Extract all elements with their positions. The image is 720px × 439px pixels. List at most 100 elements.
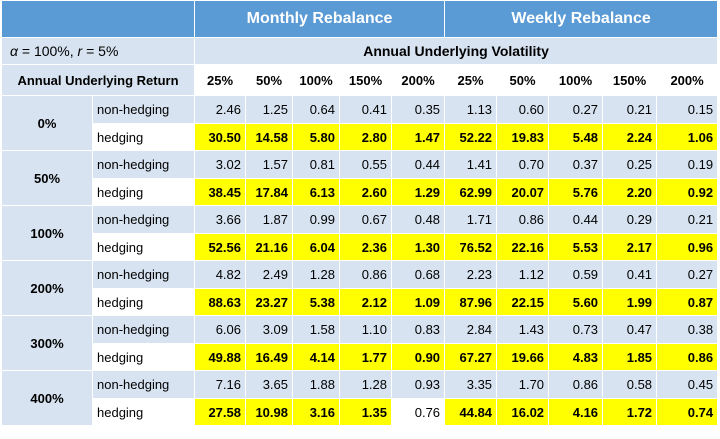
highlighted-cell: 67.27 (444, 343, 498, 371)
highlighted-cell: 38.45 (194, 178, 246, 206)
highlighted-cell: 76.52 (444, 233, 498, 261)
return-label: 50% (1, 150, 93, 206)
table-cell: 0.70 (496, 150, 550, 179)
row-type-label: non-hedging (92, 95, 195, 124)
highlighted-cell: 4.14 (292, 343, 340, 371)
highlighted-cell: 1.99 (602, 288, 658, 316)
table-cell: 3.65 (245, 370, 293, 399)
table-cell: 0.73 (548, 315, 604, 344)
table-row: hedging 38.45 17.84 6.13 2.60 1.29 62.99 20.07 5… (2, 178, 719, 206)
table-cell: 3.66 (194, 205, 246, 234)
highlighted-cell: 87.96 (444, 288, 498, 316)
highlighted-cell: 49.88 (194, 343, 246, 371)
highlighted-cell: 44.84 (444, 398, 498, 426)
vol-column-header: 25% (444, 64, 498, 96)
return-label: 300% (1, 315, 93, 371)
table-cell: 0.48 (390, 205, 446, 234)
highlighted-cell: 6.04 (292, 233, 340, 261)
table-cell: 7.16 (194, 370, 246, 399)
highlighted-cell: 2.17 (602, 233, 658, 261)
table-row: hedging 49.88 16.49 4.14 1.77 0.90 67.27 19.66 4… (2, 343, 719, 371)
highlighted-cell: 1.35 (339, 398, 392, 426)
highlighted-cell: 0.96 (656, 233, 719, 261)
highlighted-cell: 2.24 (602, 123, 658, 151)
highlighted-cell: 27.58 (194, 398, 246, 426)
highlighted-cell: 1.29 (390, 178, 446, 206)
monthly-rebalance-header: Monthly Rebalance (193, 0, 446, 38)
vol-column-header: 150% (339, 64, 392, 96)
table-row: 50% non-hedging 3.02 1.57 0.81 0.55 0.44 1.41 0.… (1, 150, 719, 206)
highlighted-cell: 62.99 (444, 178, 498, 206)
table-cell: 1.13 (444, 95, 498, 124)
vol-column-header: 200% (656, 64, 719, 96)
row-type-label: hedging (92, 178, 195, 206)
results-table: Monthly Rebalance Weekly Rebalance α = 1… (1, 0, 719, 426)
highlighted-cell: 1.06 (656, 123, 719, 151)
row-type-label: non-hedging (92, 315, 195, 344)
highlighted-cell: 30.50 (194, 123, 246, 151)
table-cell: 3.02 (194, 150, 246, 179)
table-row: 100% non-hedging 3.66 1.87 0.99 0.67 0.48 1.71 0… (1, 205, 719, 261)
table-row: 200% non-hedging 4.82 2.49 1.28 0.86 0.68 2.23 1… (1, 260, 719, 316)
highlighted-cell: 10.98 (245, 398, 293, 426)
table-cell: 0.44 (390, 150, 446, 179)
highlighted-cell: 21.16 (245, 233, 293, 261)
table-cell: 1.10 (339, 315, 392, 344)
highlighted-cell: 2.20 (602, 178, 658, 206)
return-label: 400% (1, 370, 93, 426)
params-label: α = 100%, r = 5% (1, 37, 195, 65)
volatility-title: Annual Underlying Volatility (193, 37, 719, 65)
row-type-label: non-hedging (92, 205, 195, 234)
vol-column-header: 25% (194, 64, 246, 96)
table-cell: 0.21 (602, 95, 658, 124)
table-cell: 0.45 (656, 370, 719, 399)
table-cell: 0.35 (390, 95, 446, 124)
table-cell: 0.67 (339, 205, 392, 234)
table-row: hedging 27.58 10.98 3.16 1.35 0.76 44.84 16.02 4… (2, 398, 719, 426)
subheader-row: α = 100%, r = 5% Annual Underlying Volat… (1, 37, 719, 65)
highlighted-cell: 17.84 (245, 178, 293, 206)
highlighted-cell: 2.36 (339, 233, 392, 261)
table-cell: 2.84 (444, 315, 498, 344)
weekly-rebalance-header: Weekly Rebalance (444, 0, 719, 38)
column-header-row: Annual Underlying Return 25% 50% 100% 150% 2… (1, 64, 719, 96)
row-type-label: hedging (92, 288, 195, 316)
table-row: 300% non-hedging 6.06 3.09 1.58 1.10 0.83 2.84 1… (1, 315, 719, 371)
highlighted-cell: 16.49 (245, 343, 293, 371)
row-type-label: non-hedging (92, 370, 195, 399)
table-cell: 0.27 (656, 260, 719, 289)
table-cell: 2.49 (245, 260, 293, 289)
table-cell: 1.12 (496, 260, 550, 289)
table-cell: 0.81 (292, 150, 340, 179)
highlighted-cell: 2.12 (339, 288, 392, 316)
row-type-label: hedging (92, 233, 195, 261)
table-cell: 0.86 (496, 205, 550, 234)
return-label: 0% (1, 95, 93, 151)
vol-column-header: 150% (602, 64, 658, 96)
row-type-label: non-hedging (92, 150, 195, 179)
highlighted-cell: 22.15 (496, 288, 550, 316)
table-cell: 1.25 (245, 95, 293, 124)
table-cell: 2.23 (444, 260, 498, 289)
table-cell: 0.76 (390, 398, 446, 426)
header-corner (1, 0, 195, 38)
table-row: 400% non-hedging 7.16 3.65 1.88 1.28 0.93 3.35 1… (1, 370, 719, 426)
table-cell: 0.19 (656, 150, 719, 179)
highlighted-cell: 1.09 (390, 288, 446, 316)
highlighted-cell: 1.72 (602, 398, 658, 426)
params-text: α = 100%, r = 5% (10, 43, 119, 59)
table-cell: 1.88 (292, 370, 340, 399)
table-cell: 0.55 (339, 150, 392, 179)
table-row: hedging 88.63 23.27 5.38 2.12 1.09 87.96 22.15 5… (2, 288, 719, 316)
table-cell: 0.21 (656, 205, 719, 234)
table-cell: 0.59 (548, 260, 604, 289)
highlighted-cell: 14.58 (245, 123, 293, 151)
highlighted-cell: 4.16 (548, 398, 604, 426)
highlighted-cell: 2.80 (339, 123, 392, 151)
table-cell: 1.58 (292, 315, 340, 344)
table-cell: 0.37 (548, 150, 604, 179)
table-cell: 0.93 (390, 370, 446, 399)
return-title: Annual Underlying Return (1, 64, 195, 96)
table-cell: 0.64 (292, 95, 340, 124)
table-cell: 0.83 (390, 315, 446, 344)
